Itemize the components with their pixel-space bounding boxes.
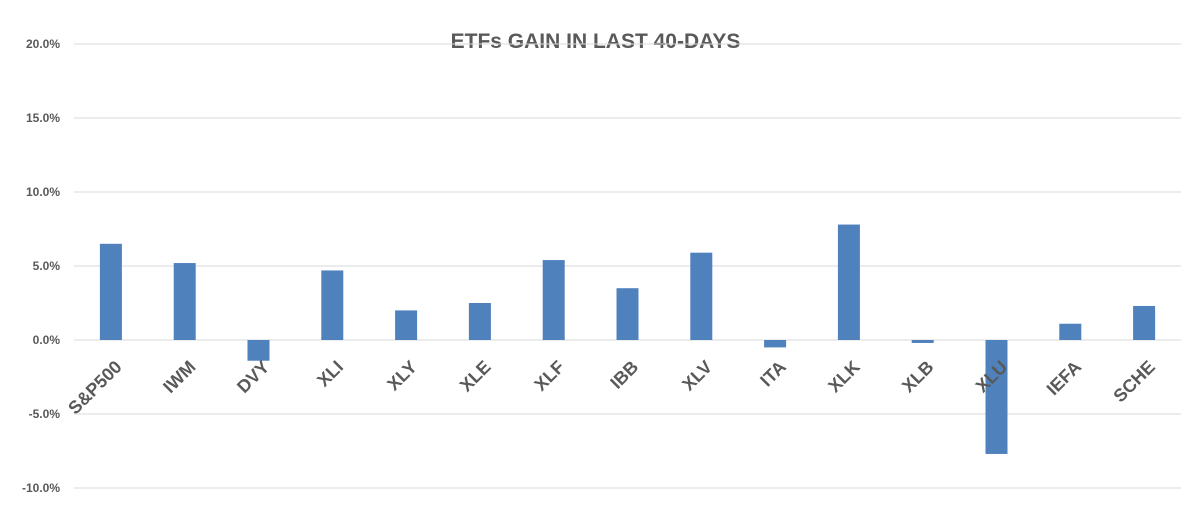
bar-xlf: [542, 260, 565, 340]
y-tick-label: 15.0%: [26, 111, 60, 125]
y-tick-label: 10.0%: [26, 185, 60, 199]
x-tick-label: IBB: [606, 357, 642, 393]
bar-ita: [764, 340, 787, 348]
bar-xly: [395, 310, 418, 340]
chart-title: ETFs GAIN IN LAST 40-DAYS: [450, 30, 741, 53]
x-tick-label: XLF: [530, 357, 568, 395]
x-tick-label: SCHE: [1109, 357, 1159, 407]
bar-xlk: [837, 224, 860, 340]
y-tick-label: -5.0%: [29, 407, 61, 421]
bar-iwm: [173, 263, 196, 340]
bar-xle: [468, 303, 491, 340]
y-tick-label: -10.0%: [22, 481, 60, 495]
x-tick-label: XLK: [824, 357, 864, 397]
bar-xlu: [985, 340, 1008, 454]
y-tick-label: 5.0%: [33, 259, 61, 273]
x-tick-label: XLE: [456, 357, 495, 396]
x-tick-label: IWM: [159, 357, 199, 397]
x-tick-label: ITA: [756, 357, 790, 391]
x-tick-label: XLI: [313, 357, 347, 391]
bar-xli: [321, 270, 344, 340]
x-tick-label: XLY: [383, 357, 421, 395]
bar-iefa: [1059, 323, 1082, 340]
bar-sche: [1133, 305, 1156, 340]
x-tick-label: IEFA: [1043, 357, 1085, 399]
bar-dvy: [247, 340, 270, 361]
x-tick-label: XLB: [898, 357, 938, 397]
x-tick-label: DVY: [233, 357, 273, 397]
y-tick-label: 20.0%: [26, 37, 60, 51]
bar-sp500: [99, 243, 122, 340]
y-tick-label: 0.0%: [33, 333, 61, 347]
bar-ibb: [616, 288, 639, 340]
x-tick-label: XLV: [678, 357, 716, 395]
bar-xlv: [690, 252, 713, 340]
bar-xlb: [911, 340, 934, 343]
x-tick-label: S&P500: [64, 357, 126, 419]
